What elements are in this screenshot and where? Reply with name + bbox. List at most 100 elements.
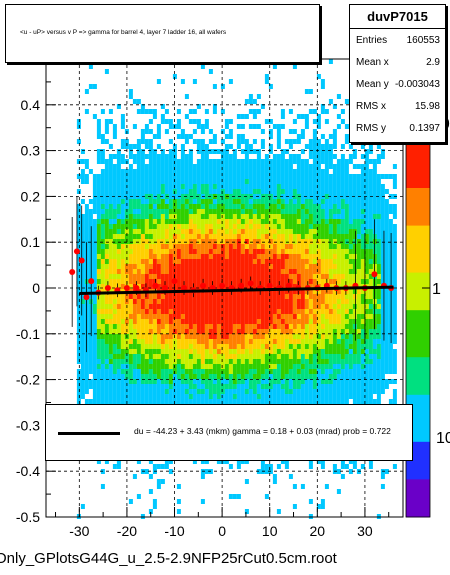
heat-cell <box>320 354 325 359</box>
heat-cell <box>392 309 397 314</box>
heat-cell <box>240 379 245 384</box>
heat-cell <box>108 194 113 199</box>
heat-cell <box>92 189 97 194</box>
heat-cell <box>140 204 145 209</box>
heat-cell <box>292 399 297 404</box>
heat-cell <box>192 244 197 249</box>
heat-cell <box>260 279 265 284</box>
heat-cell <box>120 339 125 344</box>
color-scale-band <box>406 432 430 443</box>
heat-cell <box>224 399 229 404</box>
heat-cell <box>156 234 161 239</box>
heat-cell <box>184 284 189 289</box>
heat-cell <box>188 389 193 394</box>
heat-cell <box>264 274 269 279</box>
heat-cell <box>176 234 181 239</box>
heat-cell <box>212 349 217 354</box>
heat-cell <box>136 224 141 229</box>
heat-cell <box>360 319 365 324</box>
heat-cell <box>112 399 117 404</box>
heat-cell <box>376 399 381 404</box>
heat-cell <box>244 299 249 304</box>
heat-cell <box>76 289 81 294</box>
heat-cell <box>372 179 377 184</box>
heat-cell <box>288 354 293 359</box>
heat-cell <box>96 274 101 279</box>
heat-cell <box>392 249 397 254</box>
heat-cell <box>292 264 297 269</box>
heat-cell <box>228 394 233 399</box>
heat-cell <box>348 289 353 294</box>
heat-cell <box>112 224 117 229</box>
heat-cell <box>112 374 117 379</box>
heat-cell <box>288 339 293 344</box>
heat-cell <box>148 209 153 214</box>
heat-cell <box>144 334 149 339</box>
heat-cell <box>240 229 245 234</box>
heat-cell <box>140 109 145 114</box>
heat-cell <box>248 344 253 349</box>
heat-cell <box>352 349 357 354</box>
heat-cell <box>372 294 377 299</box>
heat-cell <box>244 254 249 259</box>
heat-cell <box>240 159 245 164</box>
heat-cell <box>236 379 241 384</box>
heat-cell <box>388 219 393 224</box>
heat-cell <box>244 239 249 244</box>
heat-cell <box>252 309 257 314</box>
heat-cell <box>240 279 245 284</box>
heat-cell <box>148 384 153 389</box>
heat-cell <box>132 209 137 214</box>
heat-cell <box>104 249 109 254</box>
heat-cell <box>220 139 225 144</box>
heat-cell <box>316 379 321 384</box>
heat-cell <box>112 209 117 214</box>
heat-cell <box>272 324 277 329</box>
heat-cell <box>156 189 161 194</box>
heat-cell <box>212 184 217 189</box>
heat-cell <box>212 219 217 224</box>
heat-cell <box>200 309 205 314</box>
heat-cell <box>328 289 333 294</box>
heat-cell <box>368 354 373 359</box>
heat-cell <box>376 334 381 339</box>
heat-cell <box>352 309 357 314</box>
heat-cell <box>132 174 137 179</box>
heat-cell <box>336 189 341 194</box>
heat-cell <box>128 284 133 289</box>
heat-cell <box>336 324 341 329</box>
heat-cell <box>296 154 301 159</box>
heat-cell <box>292 284 297 289</box>
heat-cell <box>380 294 385 299</box>
heat-cell <box>136 179 141 184</box>
heat-cell <box>120 119 125 124</box>
heat-cell <box>272 184 277 189</box>
heat-cell <box>128 269 133 274</box>
heat-cell <box>104 384 109 389</box>
heat-cell <box>368 289 373 294</box>
color-scale-band <box>406 479 430 490</box>
profile-point <box>266 282 273 289</box>
heat-cell <box>204 469 209 474</box>
heat-cell <box>96 379 101 384</box>
heat-cell <box>368 464 373 469</box>
heat-cell <box>212 159 217 164</box>
heat-cell <box>196 309 201 314</box>
heat-cell <box>280 329 285 334</box>
heat-cell <box>148 144 153 149</box>
heat-cell <box>352 354 357 359</box>
heat-cell <box>208 69 213 74</box>
heat-cell <box>168 299 173 304</box>
heat-cell <box>96 399 101 404</box>
heat-cell <box>300 224 305 229</box>
heat-cell <box>300 254 305 259</box>
heat-cell <box>184 94 189 99</box>
heat-cell <box>196 389 201 394</box>
heat-cell <box>144 129 149 134</box>
heat-cell <box>368 199 373 204</box>
heat-cell <box>176 189 181 194</box>
heat-cell <box>224 314 229 319</box>
heat-cell <box>368 264 373 269</box>
heat-cell <box>256 369 261 374</box>
heat-cell <box>112 394 117 399</box>
